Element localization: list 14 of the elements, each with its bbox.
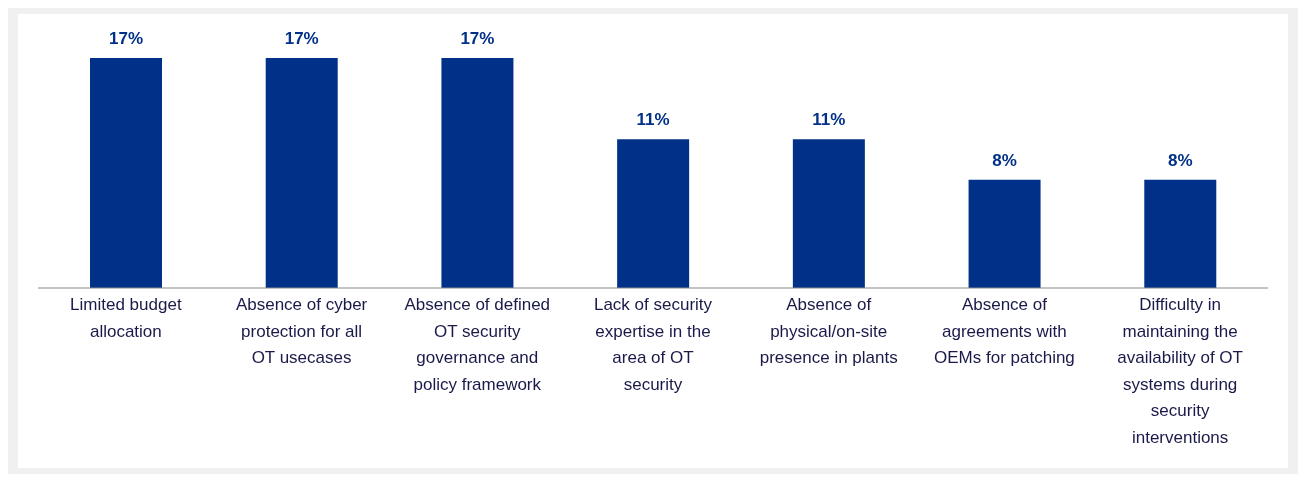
x-tick-label: Absence of agreements with OEMs for patching [934,295,1075,367]
x-tick-label: Difficulty in maintaining the availability of OT systems during security interventions [1117,295,1243,447]
data-label: 17% [284,29,319,48]
x-tick-label: Limited budget allocation [70,295,182,341]
data-label: 11% [636,110,670,130]
data-label: 8% [1168,150,1193,170]
x-tick-label: Absence of cyber protection for all OT usecases [235,295,368,367]
data-label: 17% [460,29,495,48]
data-label: 11% [812,110,846,130]
x-tick-label: Lack of security expertise in the area of OT security [593,295,713,394]
x-tick-label: Absence of defined OT security governance and policy framework [404,295,551,394]
x-tick-label: Absence of physical/on-site presence in plants [759,295,898,367]
data-label: 17% [108,29,144,48]
data-label: 8% [992,150,1017,170]
